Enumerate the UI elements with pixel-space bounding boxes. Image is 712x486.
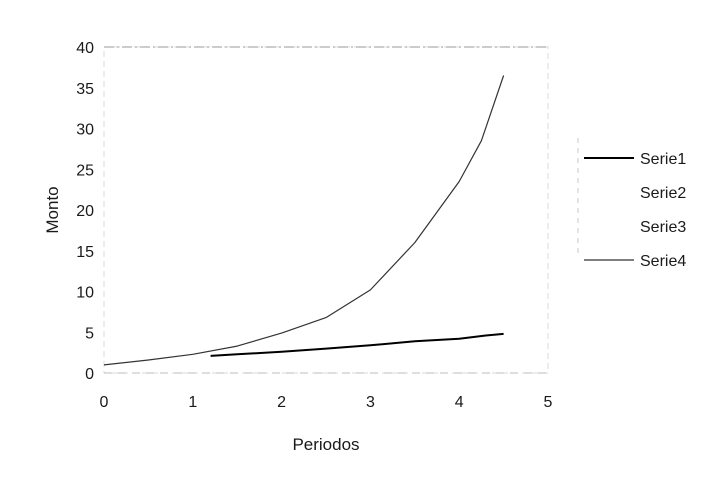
- y-tick-label: 40: [76, 40, 94, 57]
- y-tick-label: 25: [76, 162, 94, 179]
- legend-label-serie3: Serie3: [640, 219, 686, 236]
- y-tick-label: 20: [76, 203, 94, 220]
- x-tick-label: 3: [366, 394, 375, 411]
- axis-layer: 0 5 10 15 20 25 30 35 40 0 1 2 3 4 5: [76, 40, 552, 411]
- x-tick-label: 1: [188, 394, 197, 411]
- legend: Serie1 Serie2 Serie3 Serie4: [577, 138, 686, 270]
- x-tick-label: 2: [277, 394, 286, 411]
- series-line-serie1: [210, 332, 504, 357]
- legend-label-serie1: Serie1: [640, 151, 686, 168]
- x-tick-label: 5: [544, 394, 553, 411]
- y-tick-label: 5: [85, 325, 94, 342]
- series-line-serie4: [103, 75, 505, 366]
- y-tick-label: 0: [85, 366, 94, 383]
- plot-area-border: [103, 46, 549, 374]
- y-axis-label: Monto: [43, 186, 62, 233]
- y-tick-label: 30: [76, 122, 94, 139]
- x-tick-label: 0: [100, 394, 109, 411]
- x-axis-label: Periodos: [292, 435, 359, 454]
- y-tick-label: 15: [76, 244, 94, 261]
- legend-label-serie4: Serie4: [640, 253, 686, 270]
- x-tick-label: 4: [455, 394, 464, 411]
- y-tick-label: 35: [76, 81, 94, 98]
- legend-label-serie2: Serie2: [640, 185, 686, 202]
- series-layer: [103, 75, 505, 366]
- y-tick-label: 10: [76, 285, 94, 302]
